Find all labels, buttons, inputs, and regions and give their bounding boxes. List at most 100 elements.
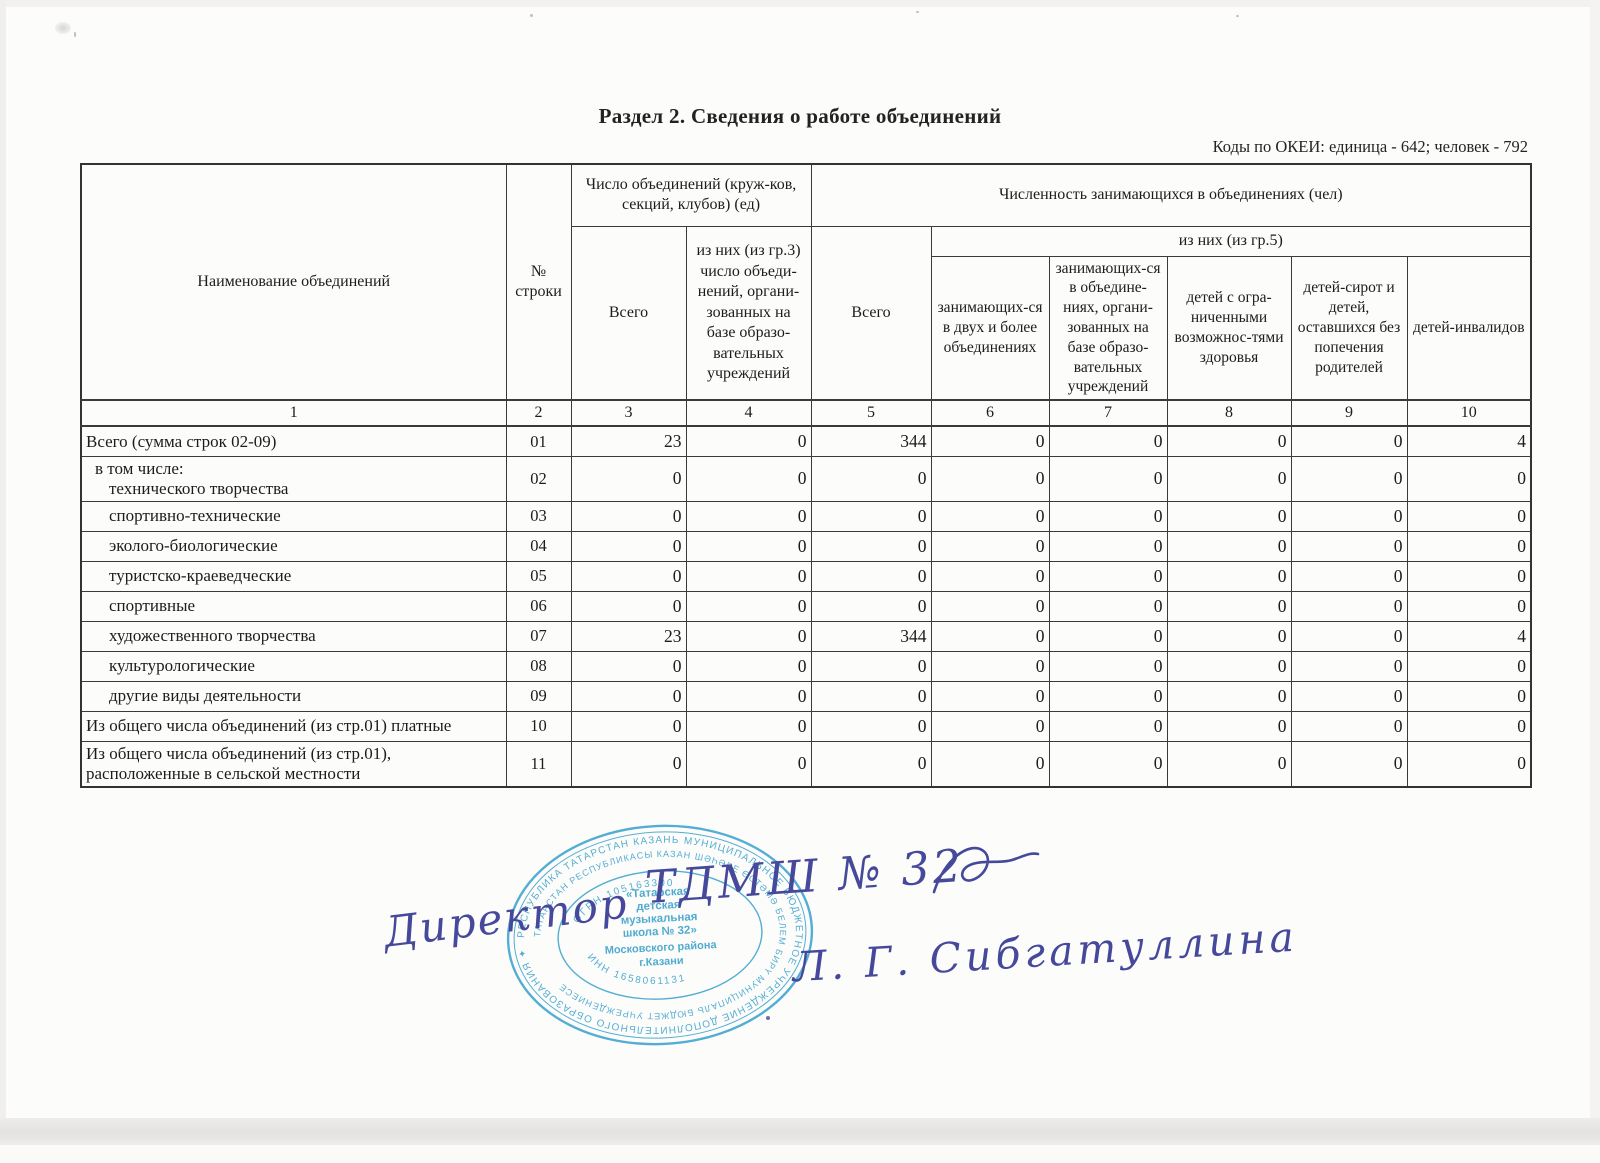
row-value-cell: 0	[1048, 650, 1168, 682]
scan-speck	[74, 32, 76, 37]
row-value-cell: 4	[1406, 620, 1532, 652]
row-value-cell: 0	[1166, 740, 1292, 788]
stamp-inner-ring	[557, 870, 763, 1000]
row-value-cell: 0	[1048, 560, 1168, 592]
row-value-cell: 0	[570, 590, 687, 622]
row-value-cell: 0	[1406, 680, 1532, 712]
row-value-cell: 0	[1166, 500, 1292, 532]
header-sub-two-or-more: занимающих-ся в двух и более объединения…	[930, 255, 1050, 401]
row-value-cell: 0	[1290, 590, 1408, 622]
row-value-cell: 0	[685, 740, 812, 788]
row-value-cell: 0	[685, 425, 812, 457]
row-value-cell: 0	[1048, 590, 1168, 622]
col-numbers-row: 1 2 3 4 5 6 7 8 9 10	[80, 399, 1532, 428]
okei-codes-note: Коды по ОКЕИ: единица - 642; человек - 7…	[1212, 137, 1528, 156]
header-sub-disabilities: детей с огра-ниченными возможнос-тями зд…	[1166, 255, 1292, 401]
table-body: Всего (сумма строк 02-09) 01 23 0 344 0 0 0 0 4 в …	[80, 425, 1532, 788]
row-line-number: 01	[505, 425, 572, 457]
header-sub-invalid-children: детей-инвалидов	[1406, 255, 1532, 401]
header-sub-edu-base: занимающих-ся в объедине-ниях, органи-зо…	[1048, 255, 1168, 401]
scan-shadow-band	[0, 1118, 1600, 1145]
row-value-cell: 0	[1048, 455, 1168, 502]
row-value-cell: 0	[1166, 650, 1292, 682]
row-value-cell: 0	[685, 590, 812, 622]
row-value-cell: 0	[1166, 455, 1292, 502]
table-row: Всего (сумма строк 02-09) 01 23 0 344 0 0 0 0 4	[80, 425, 1532, 457]
row-label: другие виды деятельности	[80, 680, 507, 712]
scan-smudge	[55, 22, 71, 34]
row-value-cell: 0	[1406, 590, 1532, 622]
row-label: спортивно-технические	[80, 500, 507, 532]
header-count-of-which: из них (из гр.3) число объеди-нений, орг…	[685, 225, 812, 401]
table-row: туристско-краеведческие 05 0 0 0 0 0 0 0 0	[80, 560, 1532, 592]
row-value-cell: 0	[810, 740, 932, 788]
col-number: 3	[570, 399, 687, 428]
row-value-cell: 0	[930, 500, 1050, 532]
row-value-cell: 0	[930, 590, 1050, 622]
col-number: 1	[80, 399, 507, 428]
row-value-cell: 23	[570, 425, 687, 457]
section2-table: Наименование объединений № строки Число …	[80, 163, 1533, 788]
table-row: культурологические 08 0 0 0 0 0 0 0 0	[80, 650, 1532, 682]
row-value-cell: 0	[570, 650, 687, 682]
header-name: Наименование объединений	[80, 163, 507, 401]
row-value-cell: 0	[1290, 650, 1408, 682]
row-value-cell: 0	[685, 560, 812, 592]
header-group-count: Число объединений (круж-ков, секций, клу…	[570, 163, 812, 227]
row-value-cell: 0	[1290, 620, 1408, 652]
row-value-cell: 0	[570, 740, 687, 788]
row-value-cell: 0	[1406, 710, 1532, 742]
row-value-cell: 0	[685, 650, 812, 682]
row-value-cell: 4	[1406, 425, 1532, 457]
row-line-number: 08	[505, 650, 572, 682]
row-value-cell: 0	[1166, 590, 1292, 622]
row-value-cell: 0	[1290, 680, 1408, 712]
stamp-center-line2: детская	[636, 899, 681, 913]
row-value-cell: 0	[570, 455, 687, 502]
row-value-cell: 0	[570, 530, 687, 562]
row-value-cell: 0	[930, 455, 1050, 502]
row-value-cell: 0	[930, 530, 1050, 562]
scan-edge-right	[1590, 0, 1600, 1163]
row-value-cell: 0	[1048, 500, 1168, 532]
row-value-cell: 0	[810, 560, 932, 592]
row-value-cell: 0	[685, 680, 812, 712]
page-title: Раздел 2. Сведения о работе объединений	[598, 104, 1002, 128]
row-label: Всего (сумма строк 02-09)	[80, 425, 507, 457]
row-value-cell: 23	[570, 620, 687, 652]
row-value-cell: 0	[1290, 560, 1408, 592]
row-value-cell: 0	[570, 710, 687, 742]
header-people-total: Всего	[810, 225, 932, 401]
row-value-cell: 0	[685, 710, 812, 742]
col-number: 4	[685, 399, 812, 428]
row-label: спортивные	[80, 590, 507, 622]
table-row: Из общего числа объединений (из стр.01) …	[80, 710, 1532, 742]
row-value-cell: 0	[685, 500, 812, 532]
scan-speck	[916, 11, 919, 13]
row-value-cell: 0	[810, 590, 932, 622]
row-value-cell: 0	[810, 650, 932, 682]
row-value-cell: 0	[570, 680, 687, 712]
stamp-center-line6: г.Казани	[639, 955, 684, 969]
row-line-number: 02	[505, 455, 572, 502]
row-value-cell: 344	[810, 620, 932, 652]
row-value-cell: 0	[930, 425, 1050, 457]
scan-edge-left	[0, 0, 6, 1163]
row-value-cell: 0	[930, 740, 1050, 788]
row-value-cell: 0	[930, 680, 1050, 712]
row-line-number: 05	[505, 560, 572, 592]
handwriting-signature-name: Л. Г. Сибгатуллина	[791, 912, 1300, 992]
row-value-cell: 344	[810, 425, 932, 457]
row-line-number: 07	[505, 620, 572, 652]
row-label: туристско-краеведческие	[80, 560, 507, 592]
table-row: другие виды деятельности 09 0 0 0 0 0 0 0 0	[80, 680, 1532, 712]
stamp-outer-ring	[506, 824, 814, 1046]
row-value-cell: 0	[1290, 425, 1408, 457]
row-value-cell: 0	[570, 500, 687, 532]
row-value-cell: 0	[810, 500, 932, 532]
scan-speck	[530, 14, 533, 17]
table-row: художественного творчества 07 23 0 344 0 0 0 0 4	[80, 620, 1532, 652]
row-label: культурологические	[80, 650, 507, 682]
stamp-center-line3: музыкальная	[621, 911, 698, 927]
table-row: спортивные 06 0 0 0 0 0 0 0 0	[80, 590, 1532, 622]
